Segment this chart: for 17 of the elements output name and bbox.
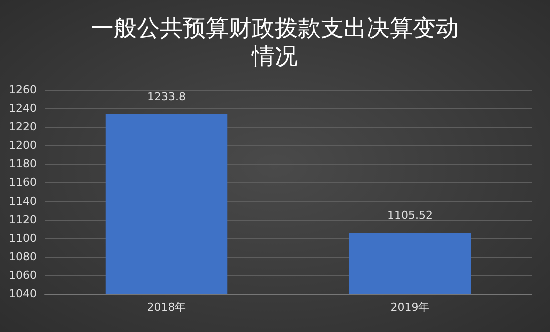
y-tick-label: 1200 [9,139,37,152]
y-tick-label: 1160 [9,176,37,190]
y-tick-label: 1100 [9,232,37,245]
y-tick-label: 1240 [9,102,37,116]
chart-title: 一般公共预算财政拨款支出决算变动情况 [91,16,459,70]
y-tick-label: 1040 [9,288,37,300]
y-tick-label: 1180 [9,158,37,171]
y-tick-label: 1120 [9,213,37,226]
y-tick-label: 1060 [9,268,37,282]
data-label: 1105.52 [388,209,433,222]
y-tick-label: 1260 [9,84,37,96]
y-tick-label: 1140 [9,194,37,208]
y-tick-label: 1220 [9,120,37,134]
x-tick-label: 2019年 [390,301,430,314]
y-tick-label: 1080 [9,250,37,264]
data-label: 1233.8 [148,90,186,104]
x-tick-label: 2018年 [147,301,186,314]
